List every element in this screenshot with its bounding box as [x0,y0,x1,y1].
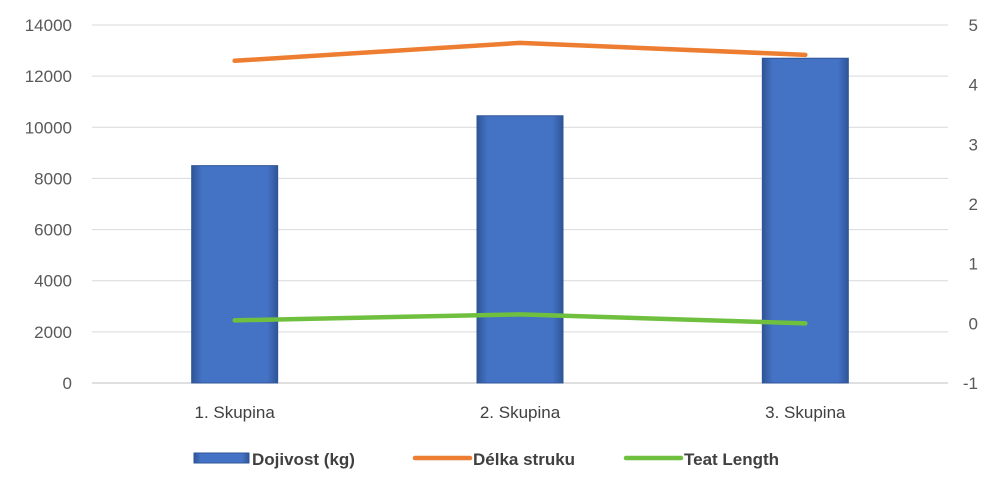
left-axis-tick-label: 12000 [25,67,72,86]
left-axis-tick-label: 0 [63,374,72,393]
right-axis-tick-label: 1 [969,255,978,274]
left-axis-tick-label: 6000 [34,221,72,240]
left-axis: 0 2000 4000 6000 8000 10000 12000 14000 [25,16,72,393]
bar [761,57,849,384]
left-axis-tick-label: 14000 [25,16,72,35]
category-label: 1. Skupina [194,403,275,422]
right-axis-tick-label: 4 [969,76,978,95]
series-line [232,40,808,64]
right-axis-tick-label: 3 [969,135,978,154]
left-axis-tick-label: 10000 [25,118,72,137]
bar-series [191,57,849,384]
legend: Dojivost (kg) Délka struku Teat Length [193,450,779,469]
category-label: 3. Skupina [765,403,846,422]
legend-label: Dojivost (kg) [252,450,355,469]
left-axis-tick-label: 2000 [34,323,72,342]
bar [191,165,279,384]
left-axis-tick-label: 8000 [34,169,72,188]
right-axis-tick-label: 5 [969,16,978,35]
legend-swatch-bar [193,452,250,464]
right-axis-tick-label: 0 [969,314,978,333]
right-axis-tick-label: -1 [963,374,978,393]
legend-label: Teat Length [684,450,779,469]
right-axis-tick-label: 2 [969,195,978,214]
right-axis: -1 0 1 2 3 4 5 [963,16,978,393]
category-axis: 1. Skupina 2. Skupina 3. Skupina [194,403,846,422]
category-label: 2. Skupina [480,403,561,422]
bar [476,115,564,384]
legend-label: Délka struku [473,450,575,469]
series-line [232,312,808,326]
left-axis-tick-label: 4000 [34,272,72,291]
line-series [232,40,808,326]
